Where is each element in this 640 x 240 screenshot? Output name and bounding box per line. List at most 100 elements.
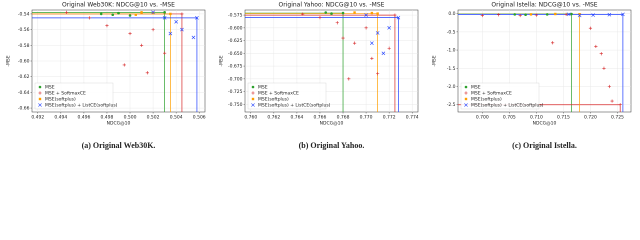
x-tick-label: 0.506 bbox=[193, 115, 206, 121]
legend-box bbox=[247, 82, 327, 110]
point bbox=[496, 13, 501, 17]
point bbox=[65, 10, 69, 14]
legend-box bbox=[460, 82, 540, 110]
point bbox=[607, 84, 611, 89]
point bbox=[352, 41, 357, 45]
point bbox=[341, 11, 345, 15]
point bbox=[180, 12, 184, 16]
point bbox=[324, 11, 328, 14]
y-axis-label: -MSE bbox=[6, 55, 12, 66]
x-tick-label: 0.500 bbox=[124, 115, 137, 121]
y-tick-label: -0.64 bbox=[18, 90, 30, 96]
x-tick-label: 0.492 bbox=[31, 115, 44, 121]
x-tick-label: 0.494 bbox=[54, 115, 67, 121]
legend-box bbox=[34, 82, 114, 110]
x-tick-label: 0.498 bbox=[101, 115, 114, 121]
y-tick-label: -0.575 bbox=[228, 13, 243, 19]
point bbox=[318, 16, 322, 20]
point bbox=[151, 28, 155, 32]
point bbox=[335, 21, 339, 25]
y-tick-label: -0.56 bbox=[18, 27, 30, 33]
point bbox=[195, 16, 199, 20]
figure: 0.492 0.494 0.496 0.498 0.500 0.502 0.504 0.506… bbox=[6, 2, 632, 150]
y-tick-label: -0.5 bbox=[447, 29, 456, 35]
caption: (a) Original Web30K. bbox=[82, 141, 156, 150]
point bbox=[524, 13, 527, 17]
x-tick-label: 0.762 bbox=[267, 115, 280, 121]
point bbox=[128, 31, 132, 36]
x-tick-label: 0.764 bbox=[290, 115, 303, 121]
x-tick-label: 0.705 bbox=[503, 115, 516, 121]
point bbox=[140, 11, 143, 14]
point bbox=[599, 52, 603, 56]
x-tick-label: 0.710 bbox=[530, 115, 543, 121]
y-tick-label: -0.60 bbox=[18, 59, 30, 65]
legend-marker bbox=[464, 85, 468, 89]
y-tick-label: -0.750 bbox=[228, 102, 243, 108]
point bbox=[570, 12, 573, 16]
point bbox=[370, 56, 374, 61]
point bbox=[191, 35, 196, 40]
point bbox=[393, 13, 397, 17]
caption: (b) Original Yahoo. bbox=[299, 141, 365, 150]
point bbox=[381, 51, 386, 56]
x-tick-label: 0.772 bbox=[383, 115, 396, 121]
point bbox=[128, 14, 132, 17]
point bbox=[621, 12, 625, 17]
point bbox=[117, 11, 120, 15]
point bbox=[594, 44, 598, 49]
legend-marker bbox=[464, 97, 468, 101]
point bbox=[591, 13, 595, 17]
point bbox=[567, 12, 571, 17]
point bbox=[122, 63, 126, 67]
point bbox=[168, 31, 173, 36]
point bbox=[111, 13, 115, 17]
legend-marker bbox=[251, 85, 255, 89]
point bbox=[341, 36, 345, 40]
point bbox=[330, 12, 333, 15]
legend-marker bbox=[38, 97, 42, 101]
legend-label: MSE(softplus) bbox=[471, 97, 502, 103]
y-tick-label: -0.700 bbox=[228, 76, 243, 82]
point bbox=[301, 12, 305, 16]
legend-label: MSE + SoftmaxCE bbox=[471, 91, 512, 97]
legend-marker bbox=[251, 91, 255, 95]
y-tick-label: -2.0 bbox=[447, 84, 456, 90]
x-tick-label: 0.700 bbox=[476, 115, 489, 121]
legend-label: MSE + SoftmaxCE bbox=[258, 91, 299, 97]
point bbox=[370, 41, 374, 45]
point bbox=[163, 51, 167, 55]
point bbox=[139, 43, 144, 47]
point bbox=[151, 10, 155, 15]
point bbox=[534, 13, 538, 17]
x-tick-label: 0.725 bbox=[611, 115, 624, 121]
y-tick-label: -0.66 bbox=[18, 106, 30, 112]
point bbox=[347, 77, 351, 81]
point bbox=[545, 13, 549, 16]
point bbox=[607, 12, 612, 17]
caption: (c) Original Istella. bbox=[512, 141, 577, 150]
point bbox=[554, 12, 557, 16]
x-tick-label: 0.720 bbox=[584, 115, 597, 121]
point bbox=[99, 12, 103, 16]
point bbox=[353, 11, 356, 14]
x-tick-label: 0.496 bbox=[77, 115, 90, 121]
legend-label: MSE(softplus) + ListCE(softplus) bbox=[45, 103, 118, 109]
legend-label: MSE(softplus) bbox=[258, 97, 289, 103]
legend-marker bbox=[38, 91, 42, 95]
legend-label: MSE(softplus) bbox=[45, 97, 76, 103]
point bbox=[513, 13, 517, 16]
point bbox=[588, 26, 593, 30]
point bbox=[174, 19, 178, 24]
y-tick-label: -1.5 bbox=[447, 66, 456, 72]
legend-label: MSE bbox=[45, 85, 55, 91]
x-tick-label: 0.715 bbox=[557, 115, 570, 121]
legend-label: MSE + SoftmaxCE bbox=[45, 91, 86, 97]
y-tick-label: -0.625 bbox=[228, 38, 243, 44]
point bbox=[180, 27, 184, 32]
x-tick-label: 0.760 bbox=[244, 115, 257, 121]
point bbox=[376, 72, 380, 76]
point bbox=[480, 13, 484, 18]
y-tick-label: -0.650 bbox=[228, 51, 243, 57]
point bbox=[145, 71, 149, 75]
